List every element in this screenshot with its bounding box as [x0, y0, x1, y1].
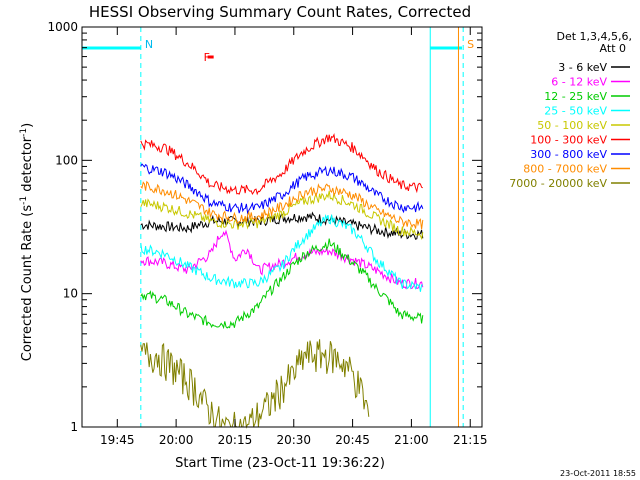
y-label-sup-1: -1: [19, 196, 29, 205]
y-label-part-2: detector: [20, 136, 35, 196]
series-line-5: [140, 190, 424, 241]
legend-label-5: 50 - 100 keV: [537, 119, 607, 132]
x-tick-label-5: 21:00: [394, 433, 429, 447]
x-tick-label-4: 20:45: [335, 433, 370, 447]
timestamp: 23-Oct-2011 18:55: [560, 469, 636, 478]
annotation-f: F: [204, 51, 210, 64]
y-tick-label-2: 100: [55, 153, 78, 167]
y-label-part-3: ): [20, 123, 35, 128]
series-line-6: [140, 132, 423, 196]
series-line-3: [140, 238, 424, 330]
plot-area: N F S: [82, 27, 474, 429]
legend-label-7: 300 - 800 keV: [530, 148, 607, 161]
y-axis-label: Corrected Count Rate (s-1 detector-1): [19, 123, 35, 361]
legend-label-2: 6 - 12 keV: [551, 76, 607, 89]
y-axis-ticks: 1 10 100 1000: [47, 20, 482, 434]
legend-label-8: 800 - 7000 keV: [523, 163, 607, 176]
legend-label-1: 3 - 6 keV: [558, 61, 607, 74]
annotation-n: N: [145, 38, 153, 51]
annotation-s: S: [467, 38, 474, 51]
series-line-4: [140, 213, 423, 292]
legend-label-6: 100 - 300 keV: [530, 134, 607, 147]
y-tick-label-0: 1: [70, 420, 78, 434]
x-tick-label-1: 20:00: [159, 433, 194, 447]
series-line-8: [140, 180, 424, 230]
legend-label-9: 7000 - 20000 keV: [509, 177, 607, 190]
chart-title: HESSI Observing Summary Count Rates, Cor…: [89, 3, 471, 21]
y-label-sup-2: -1: [19, 128, 29, 137]
legend-title-line-1: Det 1,3,4,5,6,: [556, 30, 632, 43]
series-line-7: [140, 163, 424, 215]
y-tick-label-1: 10: [63, 287, 78, 301]
plot-frame: [81, 26, 483, 428]
legend-label-4: 25 - 50 keV: [544, 105, 607, 118]
series-line-9: [140, 339, 370, 429]
x-tick-label-2: 20:15: [218, 433, 253, 447]
x-axis-label: Start Time (23-Oct-11 19:36:22): [175, 456, 385, 471]
x-tick-label-6: 21:15: [453, 433, 488, 447]
legend-label-3: 12 - 25 keV: [544, 90, 607, 103]
legend-title-line-2: Att 0: [600, 42, 626, 55]
y-label-part-1: Corrected Count Rate (s: [20, 205, 35, 362]
x-tick-label-0: 19:45: [100, 433, 135, 447]
x-tick-label-3: 20:30: [276, 433, 311, 447]
y-tick-label-3: 1000: [47, 20, 78, 34]
x-axis-ticks: 19:45 20:00 20:15 20:30 20:45 21:00 21:15: [100, 27, 488, 447]
